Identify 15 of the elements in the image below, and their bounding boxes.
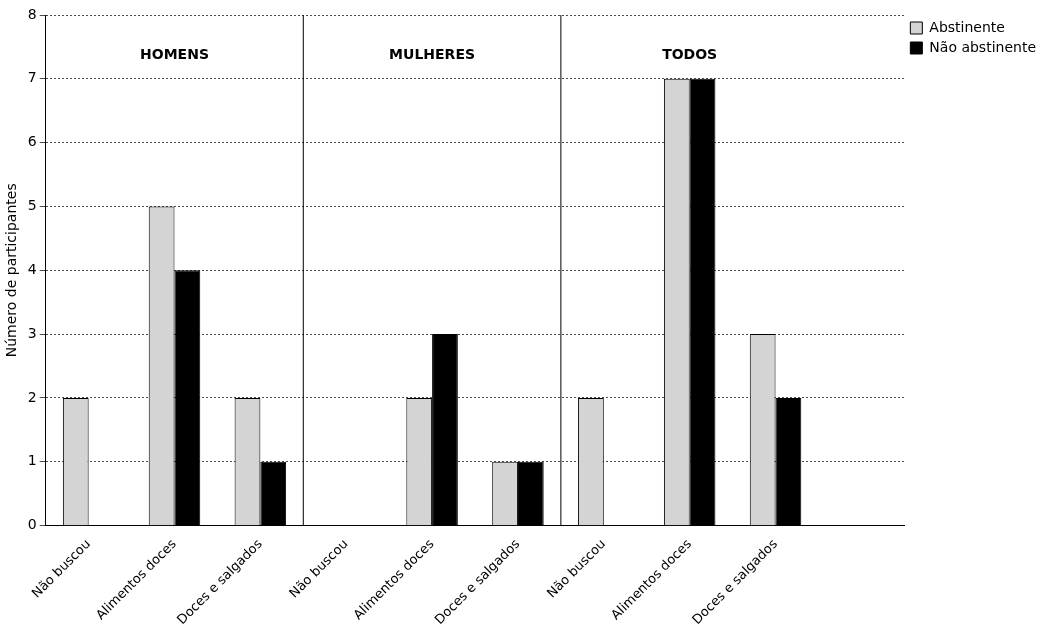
annotation: MULHERES xyxy=(389,45,476,62)
y-tick-label: 8 xyxy=(27,5,37,22)
y-axis-title: Número de participantes xyxy=(3,183,20,358)
legend-label: Abstinente xyxy=(929,18,1005,35)
y-tick-label: 4 xyxy=(27,260,37,277)
legend-label: Não abstinente xyxy=(929,38,1036,55)
y-tick-label: 0 xyxy=(27,516,37,533)
y-tick-label: 2 xyxy=(27,388,37,405)
y-tick-label: 1 xyxy=(27,452,37,469)
annotation: TODOS xyxy=(662,45,718,62)
y-tick-label: 5 xyxy=(27,197,37,214)
annotation: HOMENS xyxy=(140,45,209,62)
y-tick-label: 6 xyxy=(27,133,37,150)
y-tick-label: 7 xyxy=(27,69,37,86)
y-tick-label: 3 xyxy=(27,324,37,341)
